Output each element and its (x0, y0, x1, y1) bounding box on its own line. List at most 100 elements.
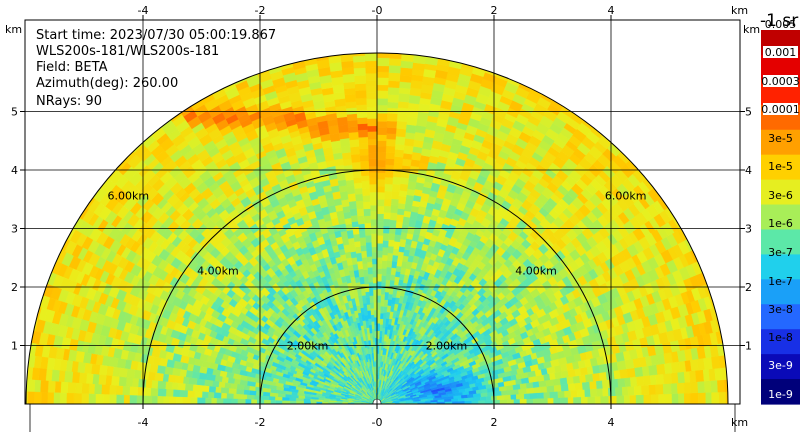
backscatter-cell (385, 279, 391, 286)
backscatter-cell (389, 50, 401, 52)
backscatter-cell (392, 176, 402, 185)
backscatter-cell (394, 135, 406, 146)
backscatter-cell (54, 381, 62, 394)
backscatter-cell (365, 241, 372, 250)
backscatter-cell (379, 305, 385, 314)
backscatter-cell (358, 142, 369, 150)
backscatter-cell (388, 72, 401, 82)
backscatter-cell (373, 309, 378, 318)
info-line-start-time: Start time: 2023/07/30 05:00:19.867 (36, 28, 276, 43)
backscatter-cell (579, 374, 587, 383)
backscatter-cell (366, 256, 373, 263)
backscatter-cell (53, 392, 61, 404)
backscatter-cell (670, 361, 681, 374)
backscatter-cell (366, 106, 378, 114)
backscatter-cell (507, 389, 514, 396)
backscatter-cell (397, 92, 410, 103)
backscatter-cell (512, 388, 520, 395)
backscatter-cell (533, 386, 541, 394)
backscatter-cell (385, 145, 396, 154)
backscatter-cell (359, 154, 369, 162)
y-tick-label-left: 5 (11, 106, 18, 119)
backscatter-cell (98, 364, 108, 376)
backscatter-cell (371, 246, 378, 253)
backscatter-cell (102, 394, 110, 404)
backscatter-cell (387, 94, 399, 103)
backscatter-cell (358, 229, 366, 238)
backscatter-cell (382, 240, 389, 248)
colorbar-tick-label: 3e-7 (768, 246, 793, 259)
backscatter-cell (249, 390, 257, 396)
backscatter-cell (381, 275, 387, 283)
backscatter-cell (546, 385, 555, 393)
backscatter-cell (393, 240, 401, 250)
backscatter-cell (387, 239, 395, 247)
backscatter-cell (376, 65, 390, 73)
backscatter-cell (188, 377, 198, 386)
backscatter-cell (376, 121, 388, 128)
backscatter-cell (359, 160, 370, 169)
backscatter-cell (718, 391, 727, 404)
backscatter-cell (376, 159, 386, 168)
backscatter-cell (619, 368, 628, 379)
backscatter-cell (336, 116, 348, 126)
backscatter-cell (172, 389, 181, 398)
backscatter-cell (361, 257, 368, 265)
backscatter-cell (389, 279, 395, 288)
backscatter-cell (376, 220, 384, 229)
backscatter-cell (31, 367, 40, 381)
backscatter-cell (381, 254, 388, 262)
backscatter-cell (353, 75, 367, 85)
backscatter-cell (589, 380, 598, 390)
backscatter-cell (403, 138, 415, 147)
backscatter-cell (346, 119, 358, 128)
backscatter-cell (224, 382, 232, 389)
backscatter-cell (503, 394, 512, 400)
backscatter-cell (167, 374, 177, 384)
backscatter-cell (376, 191, 385, 200)
backscatter-cell (714, 367, 724, 381)
backscatter-cell (356, 208, 365, 217)
backscatter-cell (367, 144, 378, 154)
backscatter-cell (237, 398, 246, 404)
colorbar-tick-label: 3e-6 (768, 189, 793, 202)
backscatter-cell (510, 394, 517, 400)
backscatter-cell (634, 366, 644, 378)
y-tick-label-right: 1 (745, 340, 752, 353)
backscatter-cell (662, 383, 672, 395)
backscatter-cell (370, 238, 378, 248)
range-ring-label: 6.00km (107, 189, 149, 202)
backscatter-cell (92, 373, 100, 385)
backscatter-cell (203, 379, 214, 387)
backscatter-cell (344, 217, 352, 226)
backscatter-cell (246, 394, 255, 400)
backscatter-cell (81, 383, 90, 395)
backscatter-cell (196, 378, 206, 387)
backscatter-cell (47, 392, 54, 404)
backscatter-cell (390, 198, 399, 206)
backscatter-cell (566, 376, 575, 385)
backscatter-cell (403, 144, 414, 155)
backscatter-cell (376, 140, 387, 147)
backscatter-cell (564, 390, 572, 398)
backscatter-cell (386, 252, 394, 262)
backscatter-cell (240, 394, 248, 400)
backscatter-cell (355, 97, 367, 106)
backscatter-cell (683, 381, 692, 394)
backscatter-cell (201, 391, 209, 399)
backscatter-cell (484, 399, 494, 404)
backscatter-cell (352, 233, 361, 243)
backscatter-cell (406, 116, 418, 126)
axis-unit-label: km (743, 23, 760, 36)
backscatter-cell (683, 392, 691, 404)
backscatter-cell (394, 149, 404, 158)
backscatter-cell (387, 86, 400, 96)
backscatter-cell (110, 375, 120, 387)
backscatter-cell (118, 367, 128, 378)
backscatter-cell (357, 215, 365, 225)
backscatter-cell (371, 251, 378, 259)
backscatter-cell (372, 289, 378, 296)
backscatter-cell (380, 293, 385, 301)
backscatter-cell (230, 398, 238, 404)
backscatter-cell (122, 385, 131, 396)
